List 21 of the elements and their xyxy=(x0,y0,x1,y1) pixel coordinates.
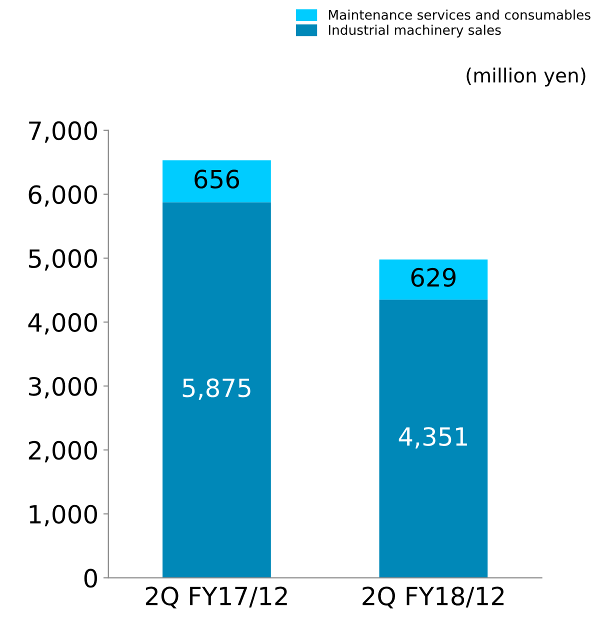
y-tick-label: 6,000 xyxy=(28,185,97,207)
y-tick-label: 1,000 xyxy=(30,504,97,526)
legend-label: Maintenance services and consumables xyxy=(328,10,590,20)
bar xyxy=(162,160,271,202)
bar xyxy=(379,259,488,300)
bar xyxy=(379,300,488,578)
data-label: 5,875 xyxy=(182,378,250,400)
text: (million yen) xyxy=(466,68,586,86)
x-tick-label: 2Q FY17/12 xyxy=(146,586,287,608)
bar xyxy=(162,202,271,578)
data-label: 629 xyxy=(411,268,456,287)
y-tick-label: 7,000 xyxy=(29,121,97,143)
data-label: 656 xyxy=(194,170,240,189)
y-tick-label: 3,000 xyxy=(28,376,97,398)
y-tick-label: 2,000 xyxy=(28,440,97,462)
y-tick-label: 4,000 xyxy=(28,313,97,335)
legend-label: Industrial machinery sales xyxy=(328,24,501,38)
x-tick-label: 2Q FY18/12 xyxy=(362,586,504,608)
data-label: 4,351 xyxy=(398,427,467,449)
y-tick-label: 5,000 xyxy=(28,249,97,271)
y-tick-label: 0 xyxy=(84,568,97,588)
